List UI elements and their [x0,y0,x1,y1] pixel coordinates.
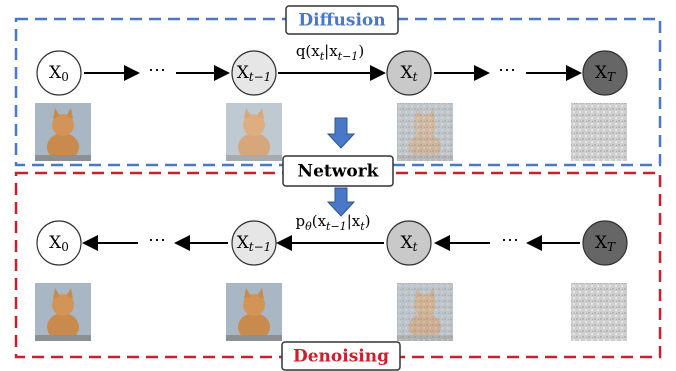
image [397,283,453,341]
ellipsis: ⋯ [148,230,166,251]
denoising-row: X0 Xt−1 Xt XT ⋯ pθ(xt−1|xt) ⋯ [35,212,627,341]
transition-label: q(xt|xt−1) [296,42,364,63]
transition-label: pθ(xt−1|xt) [296,212,371,233]
ellipsis: ⋯ [148,60,166,81]
network-title: Network [298,162,380,182]
image [226,103,282,161]
ellipsis: ⋯ [498,60,516,81]
image [571,283,627,341]
image [226,283,282,341]
diffusion-row: X0 Xt−1 Xt XT ⋯ q(xt|xt−1) ⋯ [35,42,627,161]
diagram: X0 Xt−1 Xt XT ⋯ q(xt|xt−1) ⋯ Diffusion N… [0,0,676,371]
denoising-title: Denoising [293,347,389,367]
diffusion-title: Diffusion [298,11,385,31]
image [35,283,91,341]
image [35,103,91,161]
image [571,103,627,161]
ellipsis: ⋯ [501,230,519,251]
image [397,103,453,161]
down-arrow [328,118,354,148]
